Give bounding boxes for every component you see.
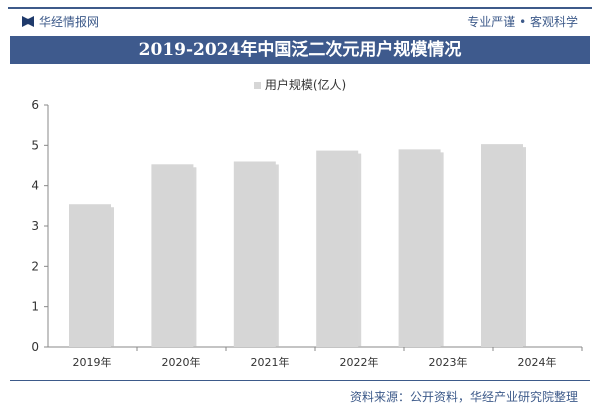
y-tick-label: 1 (31, 300, 39, 314)
brand-name: 华经情报网 (39, 15, 100, 29)
y-tick-label: 3 (31, 219, 39, 233)
legend-label: 用户规模(亿人) (264, 78, 347, 92)
x-tick-label: 2022年 (340, 355, 379, 369)
bar (151, 164, 194, 347)
x-tick-label: 2023年 (429, 355, 468, 369)
slogan: 专业严谨 • 客观科学 (467, 15, 578, 29)
bar (69, 204, 111, 347)
y-tick-label: 5 (31, 138, 39, 152)
book-logo-icon (22, 16, 34, 27)
source-note: 资料来源：公开资料，华经产业研究院整理 (349, 390, 578, 404)
x-tick-label: 2020年 (162, 355, 201, 369)
footer-divider (10, 380, 590, 381)
bar (316, 150, 359, 347)
bar (481, 144, 523, 347)
legend-swatch (253, 82, 261, 89)
top-divider (8, 7, 592, 9)
y-tick-label: 4 (31, 179, 39, 193)
chart-title: 2019-2024年中国泛二次元用户规模情况 (10, 36, 590, 64)
y-tick-label: 6 (31, 98, 39, 112)
x-tick-label: 2019年 (73, 355, 112, 369)
y-tick-label: 2 (31, 259, 39, 273)
bar (398, 149, 441, 347)
bar (233, 161, 276, 347)
legend: 用户规模(亿人) (0, 76, 600, 93)
y-tick-label: 0 (31, 340, 39, 354)
x-tick-label: 2021年 (251, 355, 290, 369)
brand: 华经情报网 (22, 13, 99, 30)
x-tick-label: 2024年 (518, 355, 557, 369)
